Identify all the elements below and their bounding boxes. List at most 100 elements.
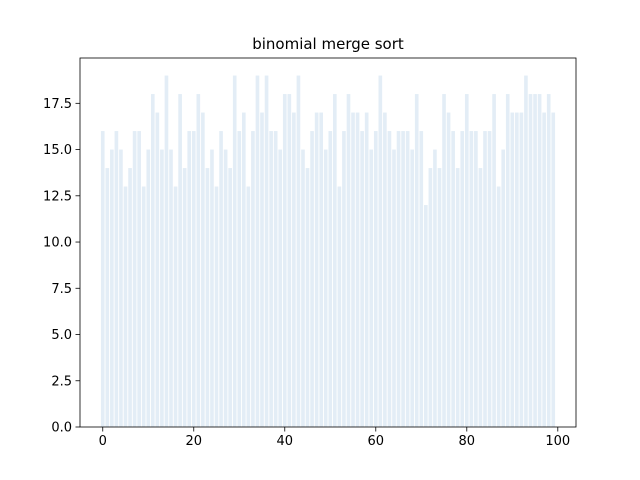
bar [373, 131, 378, 427]
bar [164, 75, 169, 427]
bar [428, 168, 433, 428]
bar [155, 112, 160, 427]
bar [228, 168, 232, 428]
bar [515, 112, 519, 427]
x-tick-label: 40 [276, 434, 293, 449]
bar [396, 131, 401, 427]
bar [251, 131, 255, 427]
bar [123, 186, 128, 427]
y-tick-label: 17.5 [43, 97, 72, 112]
bar [333, 94, 337, 427]
x-axis-ticks: 0 20 40 60 80 100 [99, 427, 570, 449]
bar [474, 131, 478, 427]
y-tick-label: 5.0 [51, 328, 72, 343]
y-tick-label: 15.0 [43, 143, 72, 158]
bar [260, 112, 264, 427]
bar [369, 149, 374, 427]
bar [173, 186, 178, 427]
bar [160, 149, 164, 427]
bar [437, 168, 442, 428]
bar [237, 131, 242, 427]
bar [292, 112, 296, 427]
bar [451, 131, 455, 427]
bar [301, 149, 305, 427]
bar [392, 149, 396, 427]
bar [310, 131, 314, 427]
bar [551, 112, 556, 427]
bar [487, 131, 492, 427]
bar [360, 131, 364, 427]
bar [478, 168, 483, 428]
y-tick-label: 0.0 [51, 421, 72, 436]
bar [187, 131, 192, 427]
bar [105, 168, 110, 428]
bar [191, 131, 196, 427]
bar [519, 112, 524, 427]
bar [323, 149, 328, 427]
bar [100, 131, 105, 427]
x-tick-label: 0 [99, 434, 107, 449]
bar [442, 94, 446, 427]
bar [383, 112, 387, 427]
bar [346, 94, 351, 427]
bar [264, 75, 269, 427]
bar [314, 112, 319, 427]
x-tick-label: 100 [545, 434, 570, 449]
bar [210, 149, 214, 427]
bar [419, 131, 424, 427]
bar [501, 149, 506, 427]
bar [110, 149, 114, 427]
bar [546, 94, 551, 427]
bar [205, 168, 210, 428]
bar [282, 94, 287, 427]
bar [255, 75, 260, 427]
bar [223, 149, 228, 427]
bar [182, 168, 187, 428]
bar [414, 94, 419, 427]
x-tick-label: 80 [459, 434, 476, 449]
y-tick-label: 12.5 [43, 189, 72, 204]
bar [351, 112, 355, 427]
y-axis-ticks: 0.0 2.5 5.0 7.5 10.0 12.5 15.0 17.5 [43, 97, 80, 436]
bar [433, 149, 437, 427]
bar [269, 131, 273, 427]
bar [424, 205, 428, 427]
bar [132, 131, 137, 427]
bar [483, 131, 487, 427]
bar [510, 112, 515, 427]
bar [524, 75, 528, 427]
bar [169, 149, 173, 427]
bar [410, 149, 414, 427]
bar [305, 168, 310, 428]
bar [128, 168, 132, 428]
bar [287, 94, 292, 427]
plot-area-frame [79, 57, 577, 428]
bar [242, 112, 246, 427]
bar [337, 186, 342, 427]
bar [219, 131, 223, 427]
bar [232, 75, 237, 427]
bar [528, 94, 533, 427]
bar [455, 168, 460, 428]
bar [355, 112, 360, 427]
bar [150, 94, 155, 427]
bar [178, 94, 182, 427]
bar [146, 149, 151, 427]
bar [469, 131, 474, 427]
x-tick-label: 20 [185, 434, 202, 449]
bar [446, 112, 451, 427]
bar [214, 186, 219, 427]
y-tick-label: 2.5 [51, 374, 72, 389]
y-tick-label: 10.0 [43, 236, 72, 251]
bar [342, 131, 346, 427]
bar [496, 186, 501, 427]
bar [328, 131, 333, 427]
bar [119, 149, 123, 427]
bar [141, 186, 146, 427]
bar [114, 131, 119, 427]
bar [364, 112, 369, 427]
bar [405, 131, 410, 427]
bar [387, 131, 392, 427]
bar [319, 112, 323, 427]
